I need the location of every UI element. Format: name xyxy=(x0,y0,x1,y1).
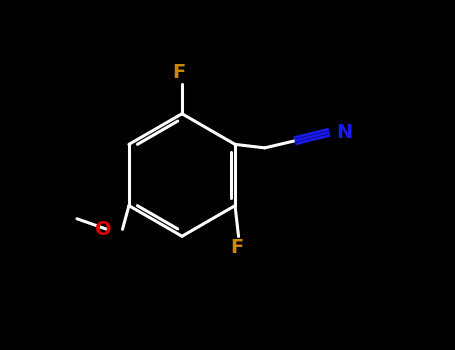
Text: O: O xyxy=(96,220,112,239)
Text: N: N xyxy=(337,122,353,142)
Text: F: F xyxy=(172,63,186,82)
Text: F: F xyxy=(230,238,243,257)
